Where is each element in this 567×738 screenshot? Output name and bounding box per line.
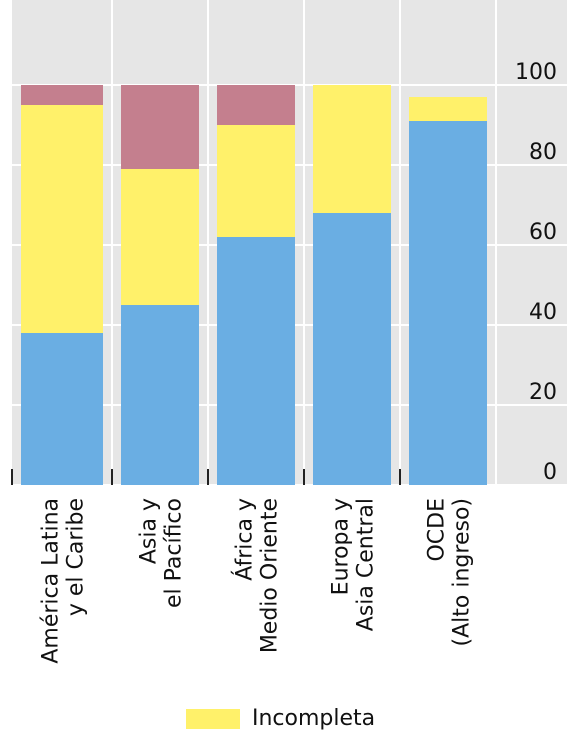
- category-label-line: Asia y: [137, 498, 162, 564]
- category-label-line: el Pacífico: [162, 498, 187, 608]
- bar-segment: [409, 121, 487, 485]
- bar-segment: [21, 333, 103, 485]
- category-label-line: Medio Oriente: [258, 498, 283, 653]
- category-label-line: África y: [232, 498, 258, 581]
- bar-segment: [313, 213, 391, 485]
- legend-swatch-incompleta: [186, 708, 240, 729]
- y-tick-label: 100: [515, 60, 557, 85]
- y-tick-label: 40: [529, 300, 557, 325]
- bars: [11, 85, 487, 485]
- category-label: OCDE (Alto ingreso): [425, 498, 475, 646]
- legend: Incompleta: [186, 706, 375, 731]
- bar-segment: [409, 97, 487, 121]
- bar-segment: [121, 85, 199, 169]
- category-label-line: Asia Central: [354, 498, 379, 631]
- bar-segment: [121, 169, 199, 305]
- bar-segment: [217, 237, 295, 485]
- category-labels: América Latina y el Caribe Asia y el Pacífi…: [39, 498, 475, 664]
- y-tick-label: 80: [529, 140, 557, 165]
- bar-segment: [217, 85, 295, 125]
- y-tick-label: 0: [543, 460, 557, 485]
- category-label-line: y el Caribe: [64, 498, 89, 616]
- bar-segment: [313, 85, 391, 213]
- category-label: Europa y Asia Central: [329, 498, 379, 631]
- bar-segment: [121, 305, 199, 485]
- category-label-line: OCDE: [425, 498, 450, 562]
- bar-segment: [21, 85, 103, 105]
- category-label: África y Medio Oriente: [232, 498, 283, 653]
- y-tick-label: 20: [529, 380, 557, 405]
- category-label: América Latina y el Caribe: [39, 498, 89, 664]
- y-axis-ticks: 0 20 40 60 80 100: [515, 60, 557, 485]
- y-tick-label: 60: [529, 220, 557, 245]
- category-label-line: (Alto ingreso): [450, 498, 475, 646]
- category-label-line: América Latina: [39, 498, 64, 664]
- category-label-line: Europa y: [329, 498, 354, 595]
- bar-segment: [21, 105, 103, 333]
- category-label: Asia y el Pacífico: [137, 498, 187, 608]
- bar-segment: [217, 125, 295, 237]
- legend-label-incompleta: Incompleta: [252, 706, 376, 731]
